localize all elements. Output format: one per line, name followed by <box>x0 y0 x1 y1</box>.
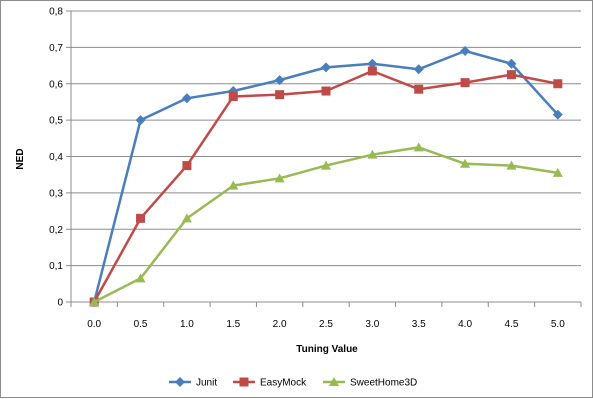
data-point-easymock <box>506 70 516 80</box>
legend-item-junit: Junit <box>169 377 217 389</box>
y-tick-label: 0 <box>57 298 63 309</box>
x-tick-labels: 0.0 0.5 1.0 1.5 2.0 2.5 3.0 3.5 4.0 4.5 5.0 <box>87 319 565 330</box>
series-layer <box>89 46 563 307</box>
data-point-sweethome3d <box>89 297 100 306</box>
data-point-sweethome3d <box>135 273 146 283</box>
data-point-easymock <box>136 213 146 223</box>
data-point-sweethome3d <box>552 167 563 177</box>
x-tick-label: 4.5 <box>505 319 519 330</box>
data-point-sweethome3d <box>367 149 378 159</box>
x-tick-label: 5.0 <box>551 319 565 330</box>
data-point-easymock <box>460 78 470 88</box>
legend-item-easymock: EasyMock <box>233 377 307 389</box>
data-point-junit <box>552 109 563 120</box>
legend: Junit EasyMock SweetHome3D <box>169 377 417 389</box>
data-point-easymock <box>182 161 192 171</box>
x-tick-label: 2.0 <box>273 319 287 330</box>
series-line-easymock <box>93 69 559 303</box>
data-point-easymock <box>414 84 424 94</box>
legend-item-sweethome3d: SweetHome3D <box>323 377 417 389</box>
x-tick-label: 4.0 <box>458 319 472 330</box>
series-junit <box>89 46 563 307</box>
gridlines <box>71 10 581 267</box>
series-easymock <box>89 66 563 307</box>
legend-label-junit: Junit <box>196 378 217 389</box>
data-point-junit <box>460 46 471 57</box>
x-tick-label: 1.0 <box>180 319 194 330</box>
data-point-junit <box>506 58 517 69</box>
y-tick-label: 0,5 <box>49 116 63 127</box>
data-point-junit <box>181 93 192 104</box>
data-point-junit <box>135 115 146 126</box>
data-point-sweethome3d <box>413 142 424 152</box>
data-point-easymock <box>367 66 377 76</box>
data-point-easymock <box>275 90 285 100</box>
x-tick-label: 3.5 <box>412 319 426 330</box>
y-tick-label: 0,2 <box>49 225 63 236</box>
y-tick-label: 0,8 <box>49 7 63 18</box>
data-point-sweethome3d <box>228 180 239 190</box>
x-axis-title: Tuning Value <box>296 344 358 355</box>
x-tick-label: 3.0 <box>365 319 379 330</box>
y-tick-label: 0,6 <box>49 79 63 90</box>
y-tick-label: 0,7 <box>49 43 63 54</box>
legend-marker-sweethome3d <box>329 377 339 386</box>
data-point-sweethome3d <box>274 173 285 183</box>
y-tick-labels: 0 0,1 0,2 0,3 0,4 0,5 0,6 0,7 0,8 <box>49 7 63 309</box>
data-point-junit <box>321 62 331 73</box>
x-tick-label: 0.5 <box>134 319 148 330</box>
legend-marker-junit <box>175 377 185 387</box>
series-sweethome3d <box>89 142 563 306</box>
data-point-junit <box>274 75 285 86</box>
y-axis-title: NED <box>15 148 26 169</box>
x-tick-label: 2.5 <box>319 319 333 330</box>
data-point-junit <box>367 58 378 69</box>
data-point-sweethome3d <box>460 158 471 168</box>
y-tick-label: 0,4 <box>49 152 63 163</box>
y-tick-label: 0,1 <box>49 261 63 272</box>
data-point-sweethome3d <box>321 160 331 170</box>
series-line-sweethome3d <box>93 146 559 304</box>
x-tick-label: 0.0 <box>87 319 101 330</box>
legend-marker-easymock <box>239 377 249 387</box>
data-point-easymock <box>321 86 331 96</box>
data-point-sweethome3d <box>181 213 192 223</box>
legend-label-easymock: EasyMock <box>260 378 307 389</box>
data-point-easymock <box>228 91 238 101</box>
data-point-sweethome3d <box>506 160 517 170</box>
data-point-easymock <box>553 79 563 89</box>
data-point-junit <box>413 64 424 75</box>
legend-label-sweethome3d: SweetHome3D <box>350 378 417 389</box>
y-tick-label: 0,3 <box>49 188 63 199</box>
x-tick-label: 1.5 <box>226 319 240 330</box>
axes <box>66 10 582 307</box>
